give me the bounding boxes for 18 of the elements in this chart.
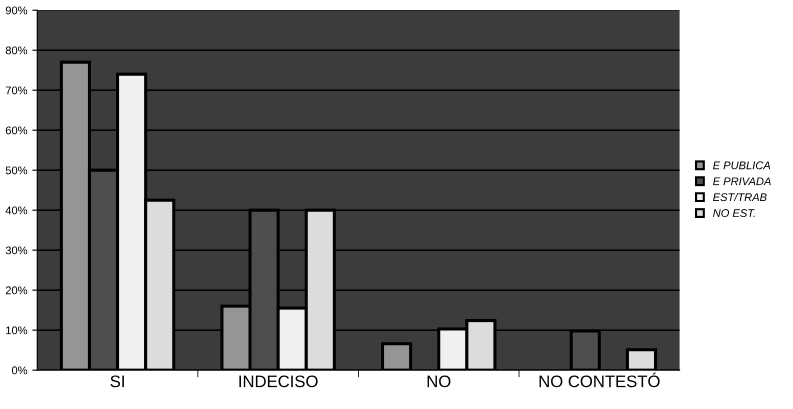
legend-label: EST/TRAB bbox=[713, 192, 767, 202]
y-tick-label: 50% bbox=[6, 166, 28, 174]
y-tick-label: 90% bbox=[6, 6, 28, 14]
y-tick-label: 0% bbox=[12, 366, 28, 374]
y-tick-label: 40% bbox=[6, 206, 28, 214]
x-tick-label: NO CONTESTÓ bbox=[540, 372, 660, 388]
y-tick-label: 60% bbox=[6, 126, 28, 134]
legend-label: E PUBLICA bbox=[713, 161, 770, 170]
y-tick-label: 70% bbox=[6, 86, 28, 94]
y-tick-label: 30% bbox=[6, 246, 28, 254]
legend-label: NO EST. bbox=[713, 209, 755, 218]
x-tick-label: SI bbox=[110, 375, 124, 388]
y-tick-label: 20% bbox=[6, 286, 28, 294]
y-tick-label: 80% bbox=[6, 46, 28, 54]
y-tick-label: 10% bbox=[6, 326, 28, 334]
legend-label: E PRIVADA bbox=[713, 177, 771, 186]
x-tick-label: INDECISO bbox=[239, 375, 318, 388]
x-tick-label: NO bbox=[428, 375, 450, 388]
